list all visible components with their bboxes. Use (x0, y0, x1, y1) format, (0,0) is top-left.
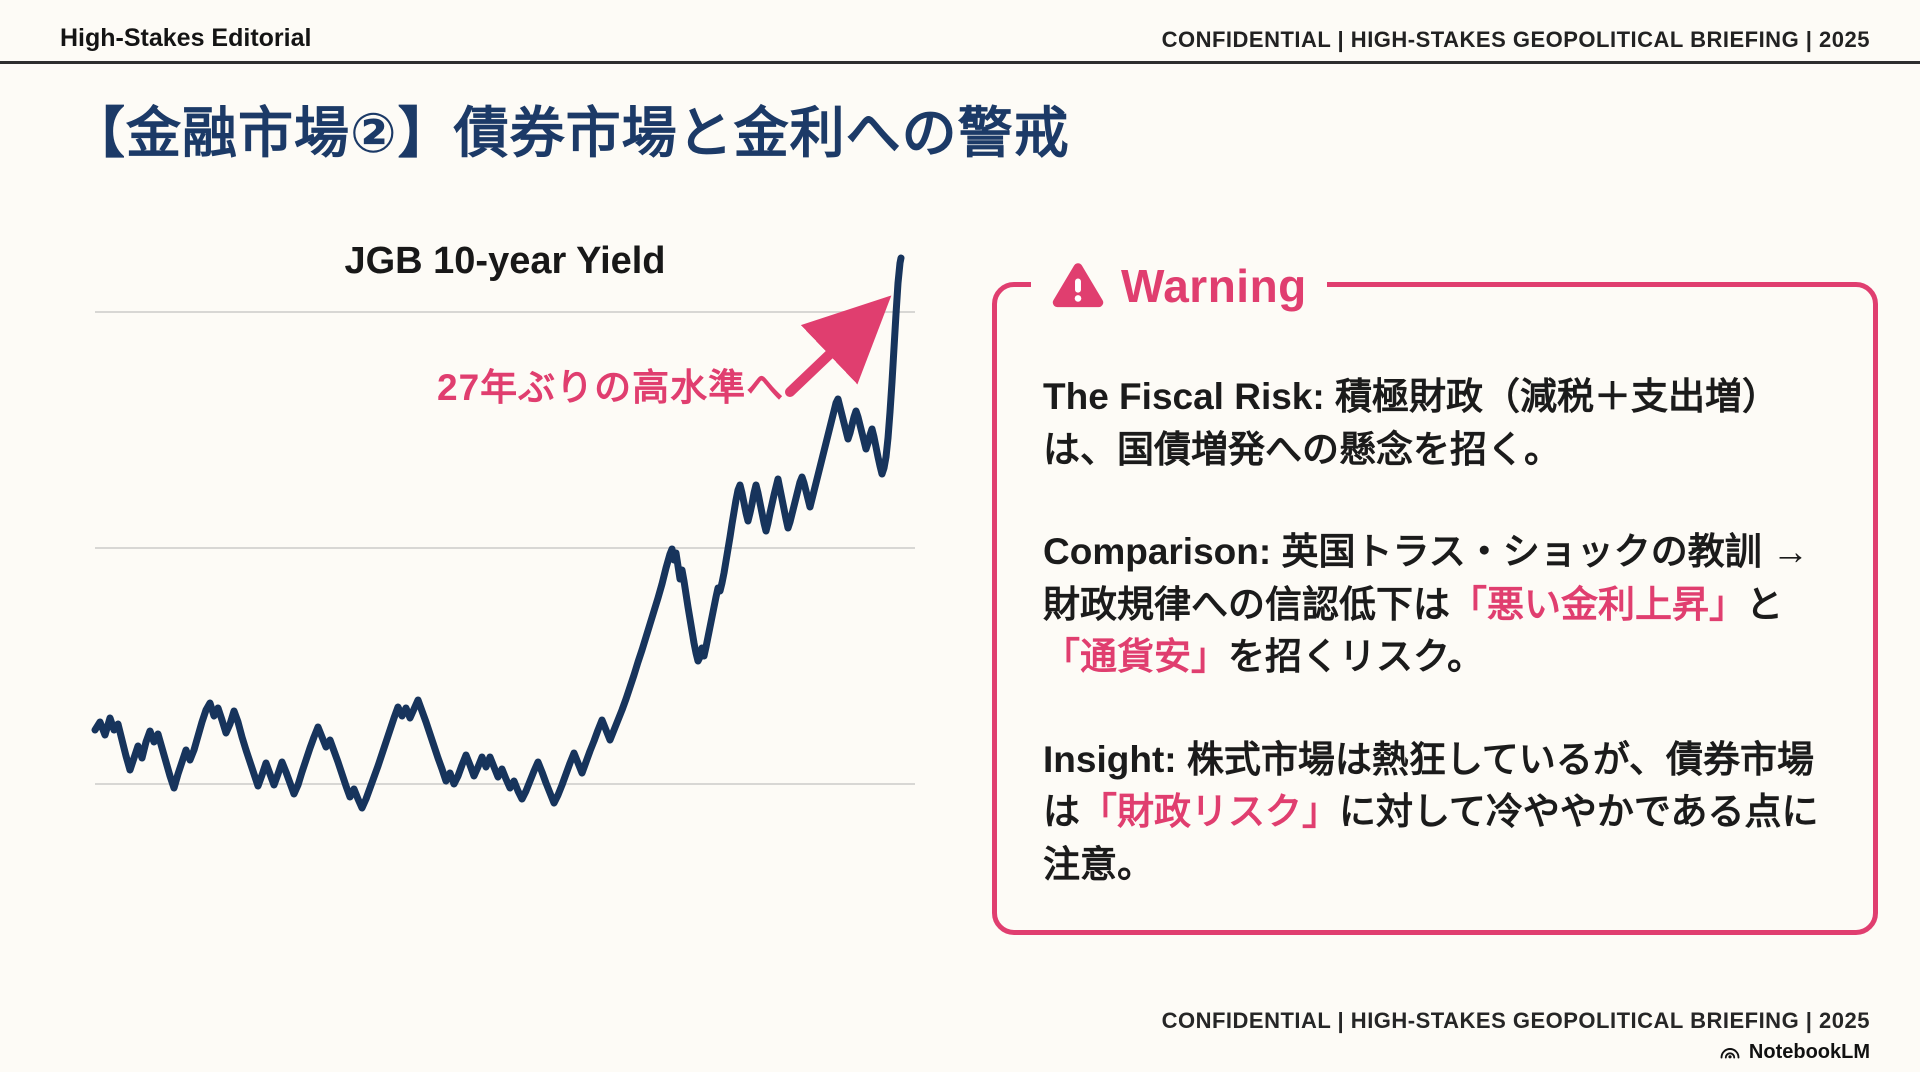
chart-title: JGB 10-year Yield (344, 240, 666, 282)
highlighted-text: 「財政リスク」 (1080, 791, 1339, 833)
body-text: The Fiscal Risk: 積極財政（減税＋支出増）は、国債増発への懸念を… (1043, 376, 1779, 470)
warning-triangle-icon (1052, 263, 1104, 308)
brand: NotebookLM (1718, 1040, 1870, 1064)
footer-confidential-meta: CONFIDENTIAL | HIGH-STAKES GEOPOLITICAL … (1161, 1008, 1870, 1033)
header-left-title: High-Stakes Editorial (60, 24, 312, 52)
warning-legend: Warning (1031, 248, 1327, 324)
body-text: と (1746, 583, 1783, 625)
warning-paragraphs: The Fiscal Risk: 積極財政（減税＋支出増）は、国債増発への懸念を… (997, 287, 1873, 930)
header-divider (0, 61, 1920, 64)
slide-title: 【金融市場②】債券市場と金利への警戒 (70, 102, 1070, 164)
body-text: に対して冷ややかである点に注意。 (1043, 791, 1819, 885)
warning-title: Warning (1121, 260, 1307, 312)
header-confidential-meta: CONFIDENTIAL | HIGH-STAKES GEOPOLITICAL … (1161, 27, 1870, 52)
yield-line-series (91, 254, 905, 812)
highlighted-text: 「通貨安」 (1043, 636, 1228, 678)
chart-annotation: 27年ぶりの高水準へ (437, 367, 785, 408)
annotation-arrow-icon (785, 295, 892, 397)
body-text: Comparison: 英国トラス・ショックの教訓 → 財政規律への信認低下は (1043, 531, 1809, 625)
brand-label: NotebookLM (1748, 1040, 1870, 1063)
warning-box: Warning The Fiscal Risk: 積極財政（減税＋支出増）は、国… (992, 248, 1878, 935)
warning-paragraph: The Fiscal Risk: 積極財政（減税＋支出増）は、国債増発への懸念を… (1043, 371, 1829, 476)
highlighted-text: 「悪い金利上昇」 (1450, 583, 1746, 625)
warning-paragraph: Comparison: 英国トラス・ショックの教訓 → 財政規律への信認低下は「… (1043, 526, 1829, 684)
body-text: を招くリスク。 (1228, 636, 1485, 678)
body-text: Insight: 株式市場は熱狂しているが、債券市場は (1043, 738, 1815, 833)
warning-paragraph: Insight: 株式市場は熱狂しているが、債券市場は「財政リスク」に対して冷や… (1043, 734, 1829, 892)
notebooklm-logo-icon (1720, 1048, 1740, 1059)
